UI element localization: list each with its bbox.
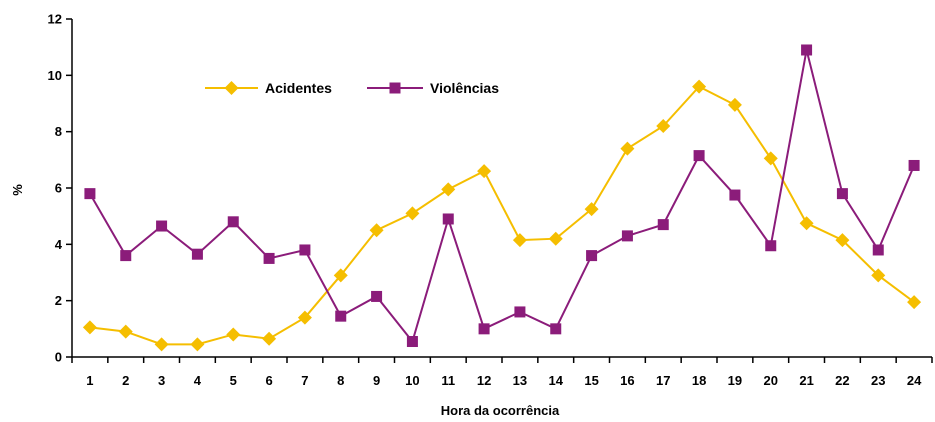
data-point-violencias — [478, 323, 490, 335]
x-tick-label: 24 — [907, 373, 922, 388]
legend-item-violencias: Violências — [367, 80, 499, 96]
x-axis-title: Hora da ocorrência — [441, 403, 560, 418]
x-tick-label: 18 — [692, 373, 706, 388]
data-point-acidentes — [584, 202, 599, 217]
data-point-violencias — [263, 252, 275, 264]
x-tick-label: 20 — [764, 373, 778, 388]
data-point-acidentes — [871, 268, 886, 283]
data-point-violencias — [729, 189, 741, 201]
data-point-acidentes — [441, 182, 456, 197]
x-tick-label: 3 — [158, 373, 165, 388]
data-point-acidentes — [333, 268, 348, 283]
x-tick-label: 17 — [656, 373, 670, 388]
data-point-violencias — [514, 306, 526, 318]
x-tick-label: 21 — [799, 373, 813, 388]
data-point-acidentes — [82, 320, 97, 335]
series-acidentes — [82, 79, 922, 352]
data-point-violencias — [120, 250, 132, 262]
data-point-acidentes — [154, 337, 169, 352]
x-tick-label: 8 — [337, 373, 344, 388]
data-point-violencias — [765, 240, 777, 252]
x-tick-label: 15 — [584, 373, 598, 388]
x-tick-label: 10 — [405, 373, 419, 388]
data-point-violencias — [227, 216, 239, 228]
x-tick-label: 19 — [728, 373, 742, 388]
x-tick-label: 5 — [230, 373, 237, 388]
data-point-violencias — [621, 230, 633, 242]
x-tick-label: 7 — [301, 373, 308, 388]
legend-marker — [389, 82, 401, 94]
data-point-violencias — [693, 150, 705, 162]
data-point-acidentes — [548, 231, 563, 246]
x-tick-label: 23 — [871, 373, 885, 388]
x-tick-label: 6 — [265, 373, 272, 388]
x-tick-label: 22 — [835, 373, 849, 388]
y-tick-label: 12 — [48, 12, 62, 27]
series-layer — [82, 44, 922, 352]
data-point-acidentes — [763, 151, 778, 166]
data-point-acidentes — [656, 119, 671, 134]
x-tick-label: 14 — [549, 373, 564, 388]
series-violencias — [84, 44, 920, 348]
data-point-violencias — [550, 323, 562, 335]
x-tick-label: 1 — [86, 373, 93, 388]
data-point-acidentes — [369, 223, 384, 238]
legend: Acidentes Violências — [205, 80, 499, 96]
y-tick-label: 6 — [55, 181, 62, 196]
data-point-acidentes — [405, 206, 420, 221]
data-point-acidentes — [620, 141, 635, 156]
y-tick-label: 10 — [48, 68, 62, 83]
legend-label: Acidentes — [265, 80, 332, 96]
y-axis-title: % — [10, 184, 25, 196]
data-point-acidentes — [692, 79, 707, 94]
data-point-violencias — [801, 44, 813, 56]
data-point-acidentes — [799, 216, 814, 231]
data-point-violencias — [156, 220, 168, 232]
data-point-acidentes — [118, 324, 133, 339]
data-point-acidentes — [190, 337, 205, 352]
x-tick-label: 16 — [620, 373, 634, 388]
x-tick-label: 11 — [441, 373, 455, 388]
legend-label: Violências — [430, 80, 499, 96]
y-tick-label: 0 — [55, 350, 62, 365]
x-tick-label: 4 — [194, 373, 202, 388]
data-point-acidentes — [835, 233, 850, 248]
data-point-violencias — [84, 188, 96, 200]
data-point-violencias — [299, 244, 311, 256]
data-point-violencias — [836, 188, 848, 200]
x-tick-label: 12 — [477, 373, 491, 388]
data-point-violencias — [442, 213, 454, 225]
data-point-acidentes — [907, 295, 922, 310]
data-point-violencias — [371, 290, 383, 302]
data-point-violencias — [586, 250, 598, 262]
data-point-violencias — [657, 219, 669, 231]
data-point-acidentes — [226, 327, 241, 342]
data-point-violencias — [908, 159, 920, 171]
y-tick-label: 8 — [55, 124, 62, 139]
data-point-violencias — [872, 244, 884, 256]
data-point-acidentes — [477, 164, 492, 179]
series-line-violencias — [89, 49, 916, 344]
x-tick-label: 2 — [122, 373, 129, 388]
y-tick-label: 4 — [55, 237, 63, 252]
data-point-acidentes — [297, 310, 312, 325]
legend-item-acidentes: Acidentes — [205, 80, 332, 96]
data-point-violencias — [191, 248, 203, 260]
x-tick-label: 9 — [373, 373, 380, 388]
data-point-acidentes — [512, 233, 527, 248]
data-point-violencias — [406, 336, 418, 348]
x-tick-label: 13 — [513, 373, 527, 388]
data-point-acidentes — [727, 97, 742, 112]
y-tick-label: 2 — [55, 293, 62, 308]
data-point-violencias — [335, 310, 347, 322]
data-point-acidentes — [262, 331, 277, 346]
legend-marker — [224, 81, 239, 95]
series-line-acidentes — [89, 85, 915, 346]
